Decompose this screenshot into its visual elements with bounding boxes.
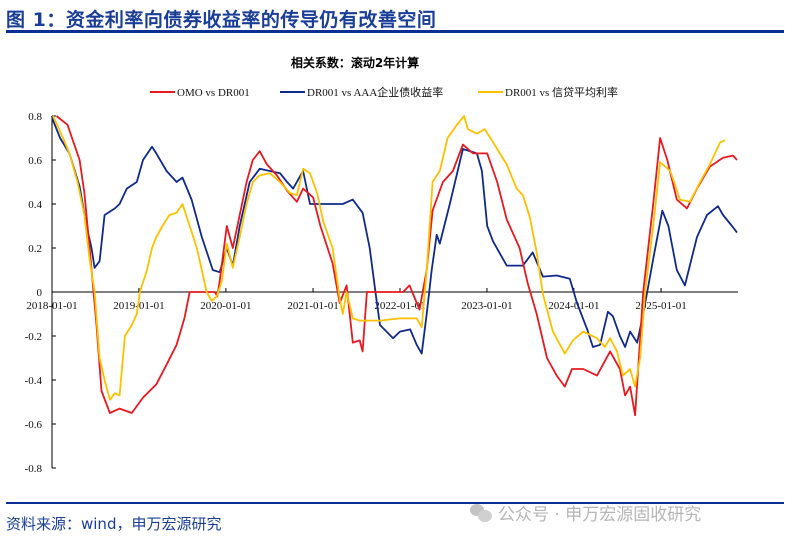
series-lines [51,115,738,417]
y-tick-label: 0.8 [28,111,42,123]
x-tick-label: 2019-01-01 [113,300,164,312]
legend-label: DR001 vs 信贷平均利率 [505,85,618,99]
x-tick-label: 2023-01-01 [461,300,512,312]
series-line-2 [51,115,738,355]
legend-item-2: DR001 vs AAA企业债收益率 [280,85,443,99]
legend-label: OMO vs DR001 [177,87,250,99]
y-tick-label: -0.8 [25,463,43,475]
x-tick-label: 2021-01-01 [287,300,338,312]
x-tick-label: 2018-01-01 [26,300,77,312]
x-tick-label: 2020-01-01 [200,300,251,312]
y-tick-label: 0.2 [28,243,42,255]
source-note: 资料来源：wind，申万宏源研究 [6,515,222,533]
y-tick-label: -0.2 [25,331,42,343]
y-tick-label: 0.4 [28,199,42,211]
chart-title: 相关系数：滚动2年计算 [291,55,419,70]
figure-title: 图 1：资金利率向债券收益率的传导仍有改善空间 [6,9,437,31]
wechat-icon [470,503,492,522]
y-tick-label: -0.6 [25,419,43,431]
x-tick-label: 2022-01-01 [374,300,425,312]
y-tick-label: -0.4 [25,375,43,387]
header-rule [6,30,784,33]
legend-item-3: DR001 vs 信贷平均利率 [478,85,618,99]
y-tick-label: 0 [37,287,43,299]
legend-label: DR001 vs AAA企业债收益率 [307,85,443,99]
y-tick-label: 0.6 [28,155,42,167]
axes: 0.8 0.6 0.4 0.2 0 -0.2 -0.4 -0.6 -0.8 2018-01-01 2… [25,111,738,475]
series-line-3 [52,115,726,401]
watermark-text: 公众号 · 申万宏源固收研究 [498,505,702,525]
watermark: 公众号 · 申万宏源固收研究 [470,500,701,525]
legend-item-1: OMO vs DR001 [150,87,250,99]
footer-rule [6,502,784,504]
legend: OMO vs DR001 DR001 vs AAA企业债收益率 DR001 vs 信… [150,85,618,99]
x-tick-label: 2025-01-01 [635,300,686,312]
x-tick-label: 2024-01-01 [548,300,599,312]
series-line-1 [55,115,738,417]
